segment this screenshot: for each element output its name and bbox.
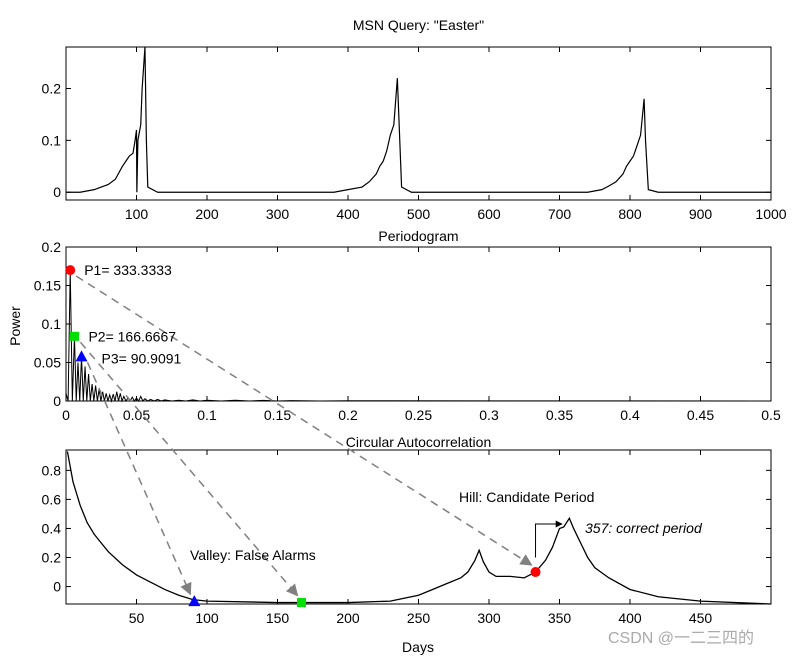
x-tick-label: 100 <box>125 206 149 222</box>
peak-label-p1: P1= 333.3333 <box>84 262 172 278</box>
subplot-title: Periodogram <box>378 228 458 244</box>
x-tick-label: 400 <box>618 610 642 626</box>
x-tick-label: 50 <box>129 610 145 626</box>
subplot-3 <box>65 449 772 605</box>
y-tick-label: 0.05 <box>34 355 61 371</box>
y-tick-label: 0 <box>53 579 61 595</box>
subplot-title: MSN Query: "Easter" <box>353 17 484 33</box>
x-tick-label: 0.25 <box>405 407 432 423</box>
x-tick-label: 0.5 <box>761 407 781 423</box>
x-tick-label: 0.3 <box>479 407 499 423</box>
x-tick-label: 700 <box>548 206 572 222</box>
x-tick-label: 350 <box>548 610 572 626</box>
series-line-periodogram <box>65 270 772 403</box>
annotation-valley: Valley: False Alarms <box>190 547 316 563</box>
x-tick-label: 300 <box>477 610 501 626</box>
y-tick-label: 0.6 <box>42 491 62 507</box>
annotation-correct-period: 357: correct period <box>585 520 703 536</box>
x-tick-label: 1000 <box>755 206 786 222</box>
series-line-autocorrelation <box>66 451 772 605</box>
x-tick-label: 0 <box>62 407 70 423</box>
subplot-1 <box>65 46 772 201</box>
x-tick-label: 0.4 <box>620 407 640 423</box>
x-tick-label: 100 <box>195 610 219 626</box>
x-tick-label: 800 <box>618 206 642 222</box>
y-axis-label: Power <box>7 306 23 346</box>
x-tick-label: 300 <box>266 206 290 222</box>
peak-label-p2: P2= 166.6667 <box>88 328 176 344</box>
autocorr-marker-2 <box>530 567 541 578</box>
series-line-query <box>66 46 771 193</box>
y-tick-label: 0.2 <box>42 80 62 96</box>
x-tick-label: 250 <box>407 610 431 626</box>
peak-marker-p1 <box>65 265 76 276</box>
annotation-hill: Hill: Candidate Period <box>459 489 594 505</box>
x-tick-label: 0.35 <box>546 407 573 423</box>
autocorr-marker-1 <box>296 598 306 608</box>
peak-marker-p2 <box>69 331 79 341</box>
x-tick-label: 0.2 <box>338 407 358 423</box>
peak-marker-p3 <box>75 350 88 362</box>
dashed-arrow <box>75 275 533 566</box>
y-tick-label: 0.1 <box>42 132 62 148</box>
x-tick-label: 0.1 <box>197 407 217 423</box>
peak-label-p3: P3= 90.9091 <box>102 350 182 366</box>
y-tick-label: 0 <box>53 184 61 200</box>
y-tick-label: 0.2 <box>42 550 62 566</box>
y-tick-label: 0.8 <box>42 462 62 478</box>
x-tick-label: 450 <box>689 610 713 626</box>
x-tick-label: 600 <box>477 206 501 222</box>
x-axis-label: Days <box>402 639 434 655</box>
x-tick-label: 200 <box>195 206 219 222</box>
subplot-title: Circular Autocorrelation <box>346 434 492 450</box>
step-arrow <box>535 520 563 558</box>
y-tick-label: 0.15 <box>34 278 61 294</box>
x-tick-label: 150 <box>266 610 290 626</box>
watermark: CSDN @一二三四的 <box>608 629 754 647</box>
x-tick-label: 0.45 <box>687 407 714 423</box>
axes-box <box>65 46 772 201</box>
x-tick-label: 500 <box>407 206 431 222</box>
x-tick-label: 0.05 <box>123 407 150 423</box>
dashed-arrow <box>86 362 192 596</box>
autocorr-marker-0 <box>188 595 201 607</box>
y-tick-label: 0.2 <box>42 239 62 255</box>
y-tick-label: 0 <box>53 393 61 409</box>
x-tick-label: 400 <box>336 206 360 222</box>
y-tick-label: 0.4 <box>42 520 62 536</box>
x-tick-label: 900 <box>689 206 713 222</box>
x-tick-label: 200 <box>336 610 360 626</box>
x-tick-label: 0.15 <box>264 407 291 423</box>
y-tick-label: 0.1 <box>42 316 62 332</box>
